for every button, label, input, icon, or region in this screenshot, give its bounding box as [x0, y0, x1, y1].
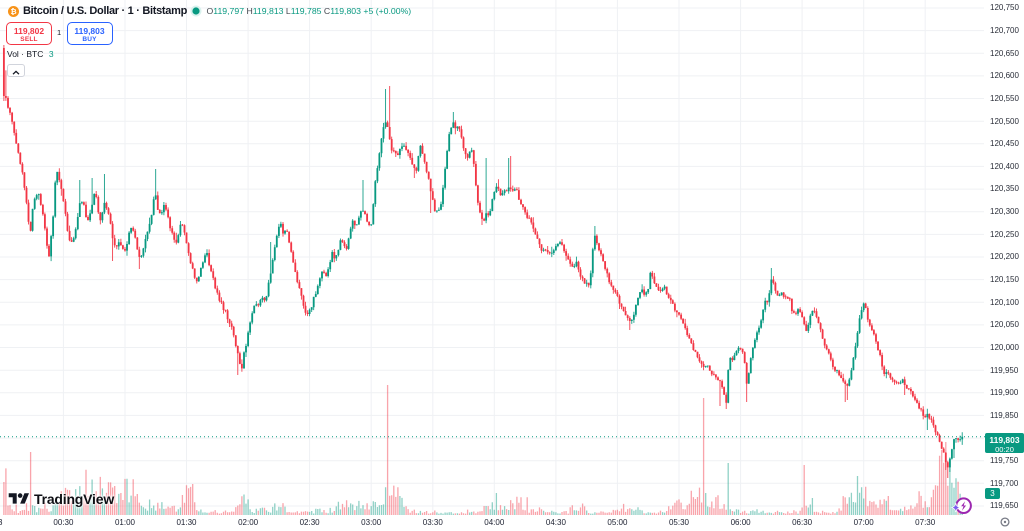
svg-text:₿: ₿	[10, 7, 16, 16]
